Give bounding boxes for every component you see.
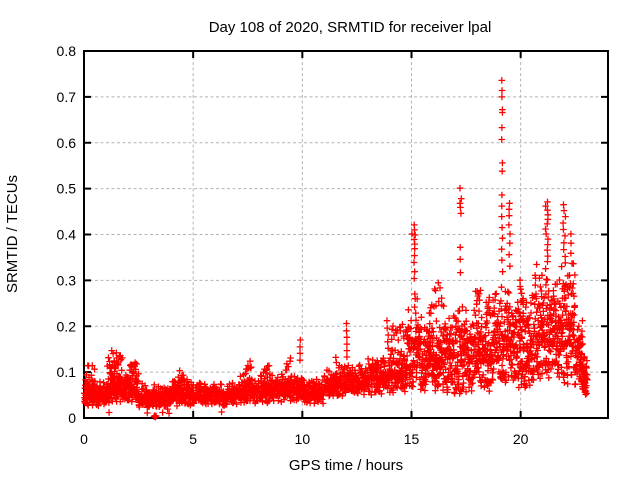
y-tick-label: 0.6 bbox=[57, 135, 77, 151]
axis-ticks bbox=[83, 50, 608, 419]
x-tick-label: 20 bbox=[513, 431, 529, 447]
x-tick-label: 15 bbox=[404, 431, 420, 447]
y-tick-labels: 0 0.1 0.2 0.3 0.4 0.5 0.6 0.7 0.8 bbox=[57, 43, 77, 426]
y-axis-label: SRMTID / TECUs bbox=[4, 175, 21, 293]
y-tick-label: 0.4 bbox=[57, 227, 77, 243]
x-tick-label: 10 bbox=[295, 431, 311, 447]
y-tick-label: 0.2 bbox=[57, 318, 77, 334]
data-points bbox=[80, 77, 591, 421]
plot-border bbox=[83, 50, 609, 419]
y-tick-label: 0.8 bbox=[57, 43, 77, 59]
y-tick-label: 0.3 bbox=[57, 272, 77, 288]
x-tick-label: 0 bbox=[80, 431, 88, 447]
y-tick-label: 0.5 bbox=[57, 181, 77, 197]
chart-title: Day 108 of 2020, SRMTID for receiver lpa… bbox=[209, 19, 492, 36]
x-tick-labels: 0 5 10 15 20 bbox=[80, 431, 529, 447]
x-axis-label: GPS time / hours bbox=[289, 457, 403, 474]
y-tick-label: 0 bbox=[68, 410, 76, 426]
y-tick-label: 0.7 bbox=[57, 89, 77, 105]
x-tick-label: 5 bbox=[189, 431, 197, 447]
y-tick-label: 0.1 bbox=[57, 364, 77, 380]
